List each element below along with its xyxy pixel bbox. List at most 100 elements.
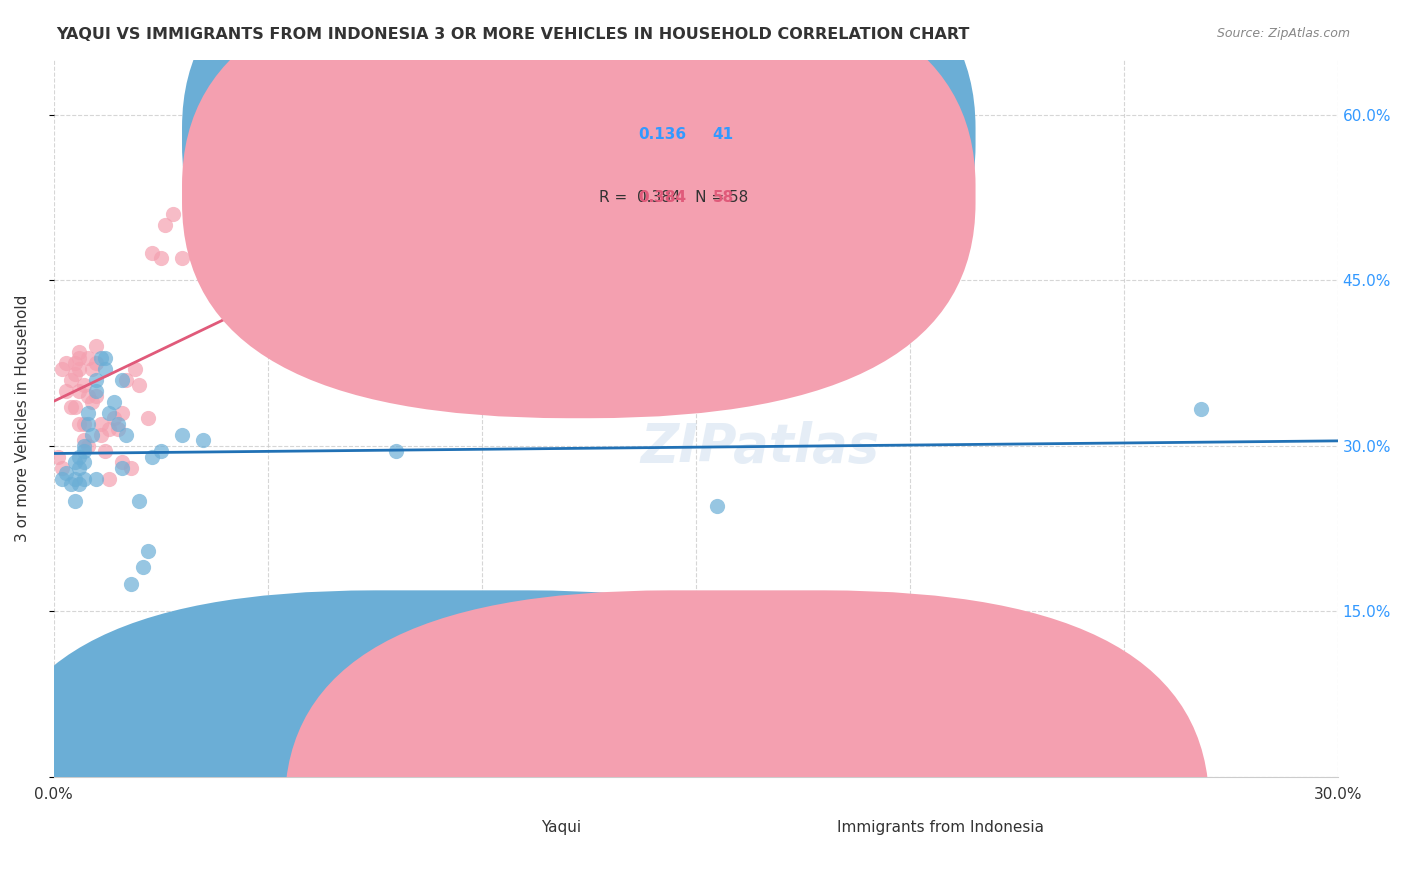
Point (63, 494, 86, 508)
Y-axis label: 3 or more Vehicles in Household: 3 or more Vehicles in Household (15, 294, 30, 542)
Point (86, 384, 108, 398)
Point (82, 394, 104, 409)
Point (59, 400, 82, 414)
FancyBboxPatch shape (0, 591, 914, 892)
Point (67, 461, 90, 475)
Point (107, 422, 129, 436)
Point (128, 494, 150, 508)
Point (86, 373, 108, 387)
Point (115, 427, 138, 442)
Point (385, 202, 408, 216)
Point (141, 245, 163, 260)
Point (321, 202, 343, 216)
Point (67, 384, 90, 398)
Point (256, 207, 278, 221)
Point (128, 378, 150, 392)
Point (67, 477, 90, 491)
Point (72, 439, 94, 453)
Point (63, 400, 86, 414)
Point (193, 434, 215, 448)
FancyBboxPatch shape (529, 88, 914, 232)
Point (299, 212, 322, 227)
Point (72, 434, 94, 448)
Text: 58: 58 (713, 190, 734, 205)
Point (55, 356, 77, 370)
Point (51, 461, 73, 475)
Text: Source: ZipAtlas.com: Source: ZipAtlas.com (1216, 27, 1350, 40)
Point (67, 450, 90, 464)
Point (111, 461, 134, 475)
Point (103, 411, 125, 425)
Point (136, 411, 159, 425)
Point (599, 202, 621, 216)
Point (63, 356, 86, 370)
Point (59, 373, 82, 387)
Point (46, 450, 69, 464)
Point (94, 351, 117, 365)
Point (90, 351, 112, 365)
FancyBboxPatch shape (181, 0, 976, 418)
Point (363, 212, 385, 227)
Point (111, 373, 134, 387)
Point (59, 477, 82, 491)
Point (132, 560, 155, 574)
Point (1189, 402, 1212, 417)
Text: YAQUI VS IMMIGRANTS FROM INDONESIA 3 OR MORE VEHICLES IN HOUSEHOLD CORRELATION C: YAQUI VS IMMIGRANTS FROM INDONESIA 3 OR … (56, 27, 970, 42)
Point (98, 472, 121, 486)
Point (76, 417, 98, 431)
Point (111, 406, 134, 420)
Point (94, 444, 117, 458)
Point (55, 384, 77, 398)
Point (55, 467, 77, 481)
Text: R =  0.136   N = 41: R = 0.136 N = 41 (599, 128, 749, 143)
FancyBboxPatch shape (181, 0, 976, 361)
Point (115, 373, 138, 387)
Point (555, 207, 578, 221)
Point (111, 455, 134, 469)
Text: ZIPatlas: ZIPatlas (640, 421, 879, 473)
Point (72, 378, 94, 392)
Text: 0.136: 0.136 (638, 128, 686, 143)
Point (76, 351, 98, 365)
Point (120, 461, 142, 475)
Point (86, 472, 108, 486)
Point (641, 196, 664, 211)
Point (86, 356, 108, 370)
Point (76, 439, 98, 453)
Point (103, 394, 125, 409)
Point (63, 367, 86, 381)
Point (120, 576, 142, 591)
Point (67, 351, 90, 365)
Point (149, 251, 172, 265)
Point (51, 361, 73, 376)
Point (76, 389, 98, 403)
Text: 0.384: 0.384 (638, 190, 686, 205)
Text: R =  0.384   N = 58: R = 0.384 N = 58 (599, 190, 748, 205)
Point (193, 224, 215, 238)
Point (86, 339, 108, 353)
FancyBboxPatch shape (285, 591, 1209, 892)
Point (124, 361, 146, 376)
Point (107, 417, 129, 431)
Point (94, 361, 117, 376)
Point (170, 427, 193, 442)
Point (98, 406, 121, 420)
Point (162, 207, 184, 221)
Point (76, 406, 98, 420)
Point (153, 218, 176, 232)
Point (342, 196, 364, 211)
Point (153, 654, 176, 668)
Point (201, 278, 224, 293)
Point (149, 444, 172, 458)
Point (235, 202, 257, 216)
Text: 41: 41 (713, 128, 734, 143)
Point (67, 345, 90, 359)
Point (72, 444, 94, 458)
Point (136, 543, 159, 558)
Point (72, 455, 94, 469)
Point (706, 500, 728, 514)
Point (72, 417, 94, 431)
Point (170, 251, 193, 265)
Point (471, 229, 494, 244)
Text: Yaqui: Yaqui (541, 820, 582, 835)
